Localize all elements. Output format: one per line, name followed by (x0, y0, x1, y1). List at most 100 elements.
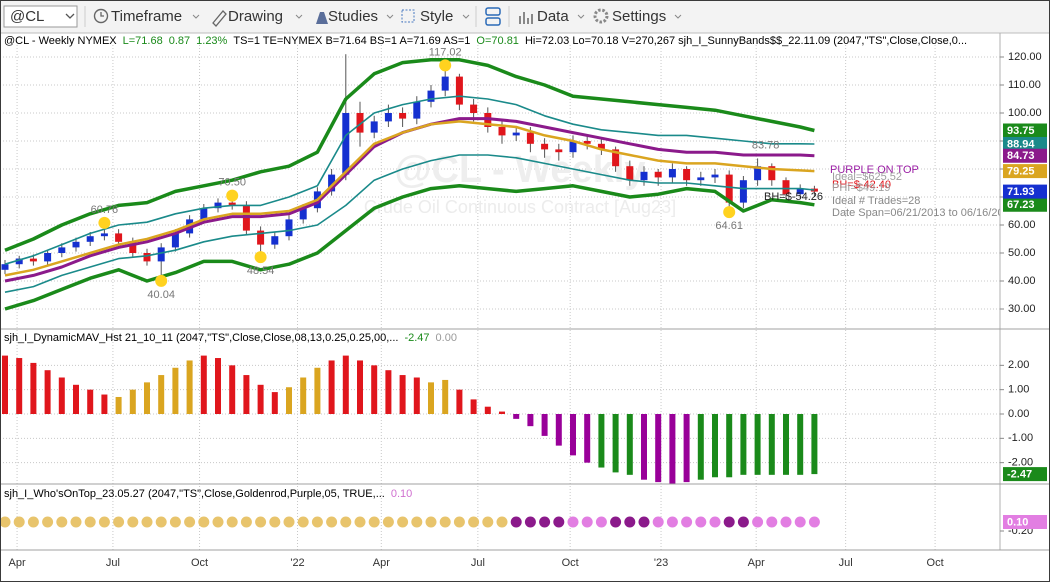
candle-body (129, 241, 137, 253)
state-dot (127, 516, 139, 528)
toolbar-item[interactable]: Studies (328, 8, 378, 25)
state-dot (240, 516, 252, 528)
state-dot (98, 516, 110, 528)
histogram-bar (172, 367, 179, 414)
histogram-bar (342, 355, 349, 414)
y-tick-label: 2.00 (1008, 359, 1029, 371)
histogram-bar (328, 360, 335, 414)
state-dot (141, 516, 153, 528)
histogram-bar (215, 358, 221, 414)
state-dot (411, 516, 423, 528)
annotation: PHI=$49.19 (832, 182, 890, 194)
state-dot (652, 516, 664, 528)
candle-body (626, 166, 634, 181)
watermark: Crude Oil Continuous Contract [Aug23] (364, 197, 676, 217)
swing-label: 60.76 (91, 204, 119, 216)
candle-body (58, 247, 66, 253)
candle-body (86, 236, 94, 242)
candle-body (157, 247, 165, 262)
state-dot (113, 516, 125, 528)
candle-body (725, 174, 733, 203)
drawing-icon (212, 10, 227, 27)
state-dot (382, 516, 394, 528)
value-badge-label: 71.93 (1007, 186, 1035, 198)
band-line (4, 95, 815, 265)
histogram-bar (499, 411, 505, 414)
state-dot (56, 516, 68, 528)
toolbar-item[interactable]: Timeframe (111, 8, 182, 25)
state-dot (666, 516, 678, 528)
value-badge-label: 93.75 (1007, 125, 1035, 137)
histogram-bar (754, 414, 761, 475)
state-dot (737, 516, 749, 528)
state-dot (283, 516, 295, 528)
header-part: 1.23% (196, 35, 227, 47)
x-tick-label: Apr (373, 557, 390, 569)
band-line (4, 184, 815, 311)
annotation: Date Span=06/21/2013 to 06/16/20 (832, 207, 1004, 219)
state-dot (695, 516, 707, 528)
candle-body (796, 188, 804, 195)
annotation: BH=$-54.26 (764, 191, 823, 203)
state-dot (326, 516, 338, 528)
layout-icon[interactable] (485, 7, 501, 16)
x-tick-label: '23 (654, 557, 668, 569)
candle-body (597, 143, 605, 150)
symbol-text: @CL (10, 8, 44, 25)
value-badge-label: 84.73 (1007, 150, 1035, 162)
candle-body (214, 202, 222, 209)
histogram-bar (428, 382, 434, 414)
candle-body (285, 219, 293, 237)
swing-label: 40.04 (147, 289, 175, 301)
header-part: L=71.68 (123, 35, 163, 47)
y-tick-label: 40.00 (1008, 275, 1036, 287)
state-dot (723, 516, 735, 528)
y-tick-label: -1.00 (1008, 432, 1033, 444)
histogram-bar (669, 414, 676, 484)
histogram-bar (626, 414, 633, 475)
histogram-bar (271, 392, 278, 414)
value-badge (1003, 515, 1047, 529)
candle-body (654, 171, 662, 178)
state-dot (397, 516, 409, 528)
state-dot (524, 516, 536, 528)
candle-body (143, 253, 151, 262)
histogram-bar (740, 414, 747, 475)
state-dot (794, 516, 806, 528)
histogram-bar (797, 414, 804, 475)
state-dot (70, 516, 82, 528)
toolbar-item[interactable]: Settings (612, 8, 666, 25)
y-tick-label: 50.00 (1008, 247, 1036, 259)
state-dot (169, 516, 181, 528)
candle-body (299, 208, 307, 220)
dropdown-arrow (295, 14, 303, 19)
histogram-bar (484, 406, 491, 414)
symbol-input[interactable] (3, 5, 78, 28)
swing-dot (155, 274, 168, 287)
histogram-bar (783, 414, 789, 475)
toolbar-item[interactable]: Data (537, 8, 569, 25)
candle-body (427, 90, 435, 102)
candle-body (455, 76, 463, 105)
y-tick-label: 1.00 (1008, 384, 1029, 396)
state-dot (482, 516, 494, 528)
panel-dots (0, 516, 820, 528)
state-dot (42, 516, 54, 528)
histogram-bar (286, 387, 292, 414)
candle-body (228, 202, 236, 206)
panel-header: sjh_I_Who'sOnTop_23.05.27 (2047,"TS",Clo… (4, 488, 412, 500)
histogram-bar (101, 394, 108, 414)
timeframe-icon (93, 8, 109, 24)
candle-body (711, 174, 719, 178)
state-dot (709, 516, 721, 528)
toolbar-item[interactable]: Drawing (228, 8, 283, 25)
toolbar-item[interactable]: Style (420, 8, 453, 25)
histogram-bar (144, 382, 150, 414)
state-dot (610, 516, 622, 528)
candle-body (257, 230, 265, 245)
header-part: -2.47 (404, 332, 429, 344)
candle-body (640, 171, 648, 181)
candle-body (569, 141, 577, 153)
histogram-bar (229, 365, 236, 414)
